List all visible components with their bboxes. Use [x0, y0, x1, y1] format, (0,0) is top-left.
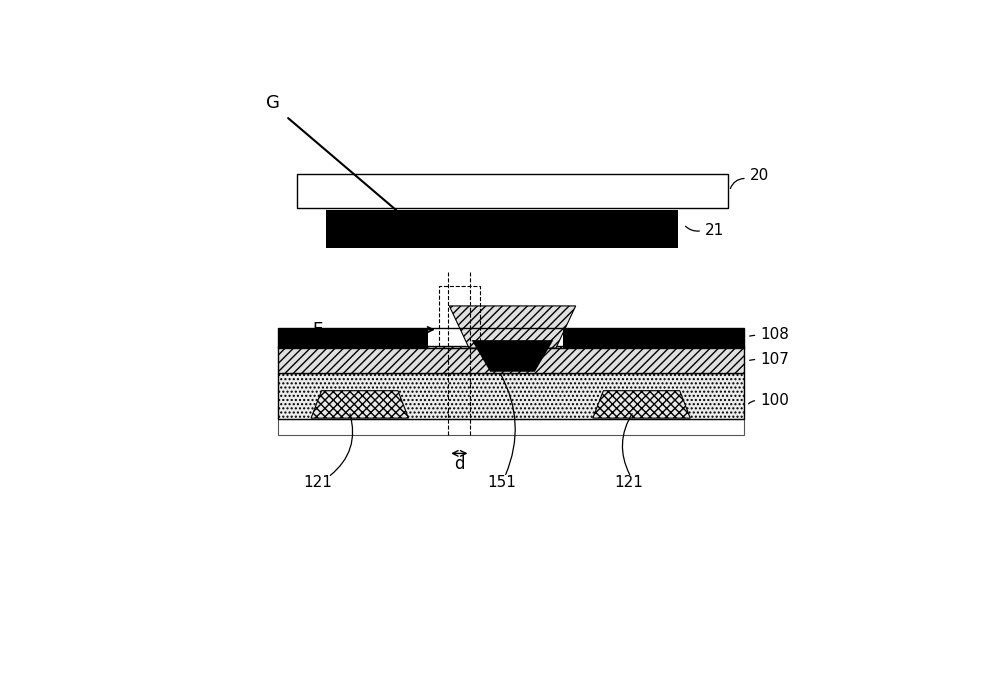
Text: 151: 151: [488, 475, 516, 490]
Text: 21: 21: [705, 223, 724, 238]
Text: d: d: [454, 455, 465, 473]
Bar: [278, 328, 744, 348]
Text: E: E: [313, 321, 323, 339]
Text: 121: 121: [303, 475, 332, 490]
Bar: [439, 286, 480, 348]
Text: 121: 121: [614, 475, 643, 490]
Bar: [278, 328, 428, 348]
Polygon shape: [593, 391, 690, 418]
Polygon shape: [472, 340, 553, 372]
Bar: [563, 328, 744, 348]
Bar: [278, 373, 744, 419]
Bar: [278, 419, 744, 435]
Polygon shape: [449, 306, 576, 348]
Text: 108: 108: [760, 328, 789, 343]
Text: 107: 107: [760, 352, 789, 367]
Bar: [326, 210, 678, 248]
Text: G: G: [266, 94, 280, 112]
Bar: [278, 347, 744, 373]
Bar: [297, 174, 728, 209]
Text: 20: 20: [750, 168, 769, 183]
Polygon shape: [311, 391, 408, 418]
Text: 100: 100: [760, 393, 789, 408]
